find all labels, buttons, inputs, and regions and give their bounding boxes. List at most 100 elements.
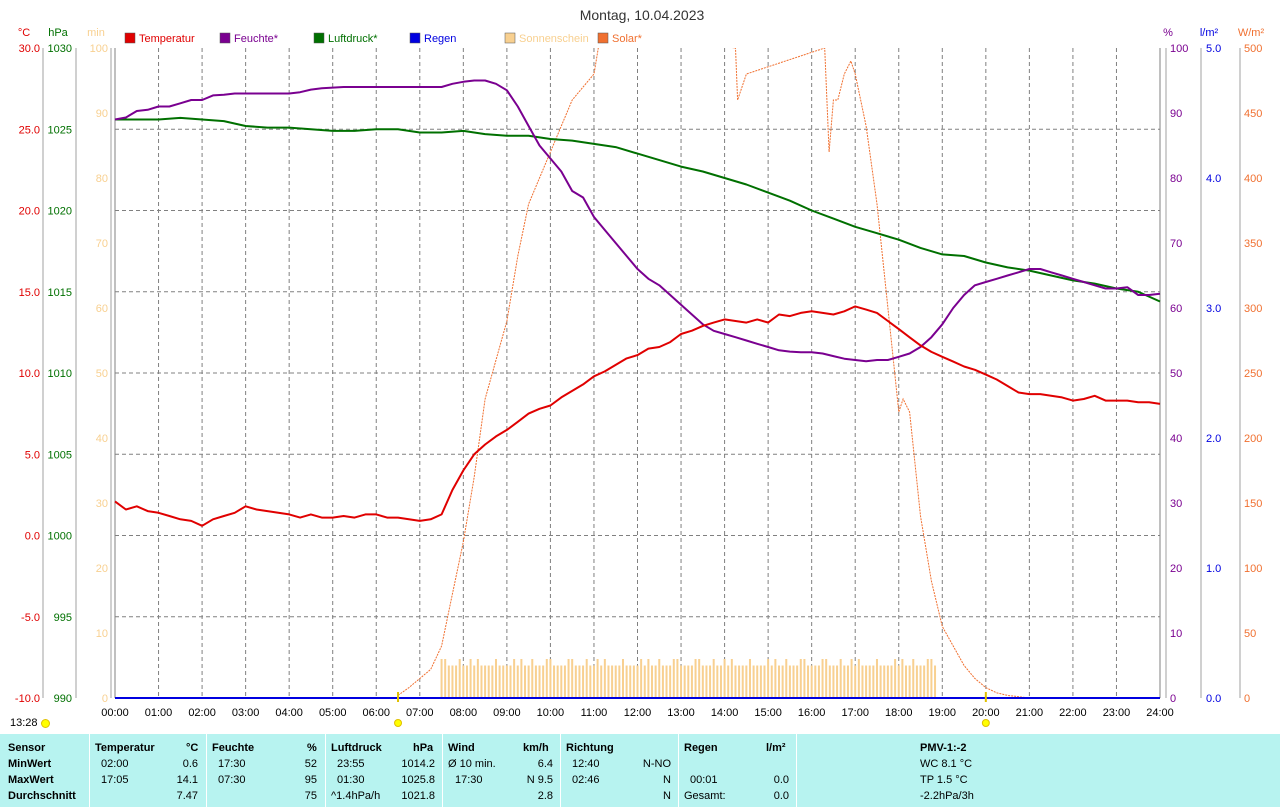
stats-humidity-max-time: 07:30 [218,774,246,786]
stats-pmv-header: PMV-1:-2 [920,742,967,754]
x-tick-label: 05:00 [319,707,347,719]
stats-temp-header: Temperatur [95,742,155,754]
sunshine-bar [923,665,926,698]
sunshine-bar [712,659,715,698]
stats-row-max: MaxWert [8,774,54,786]
sunshine-bar [785,659,788,698]
sunshine-bar [556,665,559,698]
sunshine-bar [752,665,755,698]
sunshine-bar [872,665,875,698]
stats-temp-max-time: 17:05 [101,774,129,786]
sunshine-bar [792,665,795,698]
sunshine-bar [759,665,762,698]
sunshine-bar [825,659,828,698]
legend-swatch-pressure [313,32,325,44]
x-tick-label: 16:00 [798,707,826,719]
sunshine-bar [781,665,784,698]
sunshine-bar [494,659,497,698]
sunshine-bar [462,665,465,698]
humidity-tick-label: 10 [1170,628,1182,640]
pressure-tick-label: 1030 [48,43,72,55]
sunshine-bar [807,665,810,698]
stats-wind-header: Wind [448,742,475,754]
solar-tick-label: 150 [1244,498,1262,510]
sunshine-bar [578,665,581,698]
sunshine-bar [734,665,737,698]
legend-swatch-sunshine [504,32,516,44]
grid [115,48,1160,698]
stats-pressure-trend: ^1.4hPa/h [331,790,381,802]
sunshine-bar [498,665,501,698]
sunshine-bar [738,665,741,698]
sunshine-bar [465,665,468,698]
sunshine-bar [654,665,657,698]
sunshine-tick-label: 90 [96,108,108,120]
pressure-axis-unit: hPa [48,27,68,39]
temperature-tick-label: 0.0 [25,531,40,543]
sunrise-icon [394,719,403,727]
sunshine-bar [745,665,748,698]
sunshine-bar [603,659,606,698]
pressure-tick-label: 1020 [48,206,72,218]
pressure-tick-label: 1005 [48,449,72,461]
sunshine-bar [723,659,726,698]
sunshine-bar [810,665,813,698]
sunshine-bar [600,665,603,698]
sunshine-bar [447,665,450,698]
solar-group [397,48,1030,698]
weather-chart: Montag, 10.04.2023 Temperatur Feuchte* Luf… [15,7,1264,727]
sunshine-bar [592,665,595,698]
sunshine-bar [716,665,719,698]
solar-tick-label: 0 [1244,693,1250,705]
legend-label-rain: Regen [424,33,456,45]
x-tick-label: 18:00 [885,707,913,719]
stats-pmv-trend: -2.2hPa/3h [920,790,974,802]
sunshine-bar [890,665,893,698]
divider [796,734,797,807]
sunshine-bar [513,659,516,698]
sunshine-bar [676,659,679,698]
stats-humidity-min-time: 17:30 [218,758,246,770]
temperature-tick-label: 5.0 [25,449,40,461]
stats-direction-max: N [663,774,671,786]
stats-pressure-max: 1025.8 [401,774,435,786]
sunshine-bar [647,659,650,698]
sunshine-axis-unit: min [87,27,105,39]
divider [678,734,679,807]
sunshine-tick-label: 20 [96,563,108,575]
sunshine-tick-label: 60 [96,303,108,315]
sunshine-bar [857,659,860,698]
chart-title: Montag, 10.04.2023 [580,7,705,23]
stats-rain-total-label: Gesamt: [684,790,726,802]
legend-swatch-temperature [124,32,136,44]
sunshine-bar [476,659,479,698]
x-tick-label: 15:00 [754,707,782,719]
pressure-tick-label: 1000 [48,531,72,543]
stats-pressure-unit: hPa [413,742,434,754]
stats-row-avg: Durchschnitt [8,790,76,802]
stats-direction-avg: N [663,790,671,802]
humidity-tick-label: 80 [1170,173,1182,185]
stats-wind-unit: km/h [523,742,549,754]
legend: Temperatur Feuchte* Luftdruck* Regen Sonnens… [124,32,643,45]
rain-tick-label: 5.0 [1206,43,1221,55]
pressure-tick-label: 1015 [48,287,72,299]
sunshine-bar [625,665,628,698]
sunshine-bar [527,665,530,698]
stats-rain-header: Regen [684,742,718,754]
pressure-tick-label: 995 [54,612,72,624]
sunshine-bar [632,665,635,698]
sunshine-bar [524,665,527,698]
sunshine-bar [553,665,556,698]
sunshine-tick-label: 70 [96,238,108,250]
sunshine-bar [542,665,545,698]
sunshine-bar [480,665,483,698]
sunshine-bar [832,665,835,698]
sunshine-bar [919,665,922,698]
stats-humidity-min: 52 [304,758,317,770]
sunshine-bar [741,665,744,698]
sunshine-bar [505,665,508,698]
sunshine-bar [821,659,824,698]
stats-rain-unit: l/m² [766,742,786,754]
rain-tick-label: 2.0 [1206,433,1221,445]
